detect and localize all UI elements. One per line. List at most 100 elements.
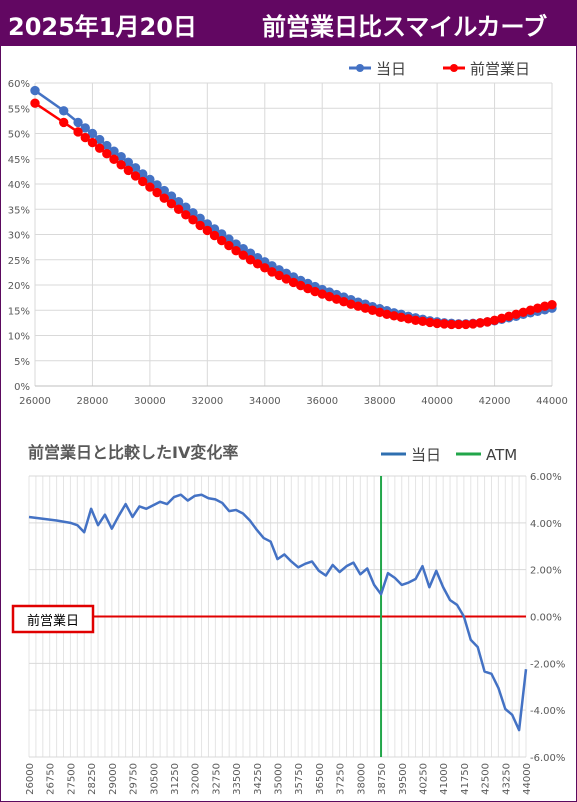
iv-x-tick-label: 26750 xyxy=(46,763,57,795)
legend-today-marker xyxy=(356,64,364,72)
legend-prev-label: 前営業日 xyxy=(470,60,530,78)
smile-y-tick-label: 0% xyxy=(14,382,30,393)
smile-point-prev xyxy=(202,225,213,236)
smile-point-prev xyxy=(123,165,134,176)
smile-x-tick-label: 36000 xyxy=(306,396,338,407)
smile-point-prev xyxy=(173,204,184,214)
baseline-label: 前営業日 xyxy=(27,613,79,629)
smile-x-tick-label: 28000 xyxy=(77,396,109,407)
iv-y-tick-label: 6.00% xyxy=(530,472,562,483)
smile-x-tick-label: 26000 xyxy=(19,396,51,407)
iv-x-tick-label: 36500 xyxy=(315,763,326,795)
iv-x-tick-label: 41750 xyxy=(460,763,471,795)
iv-y-tick-labels: -6.00% -4.00% -2.00% 0.00% 2.00% 4.00% 6.00% xyxy=(530,472,565,764)
iv-y-tick-label: -4.00% xyxy=(530,706,565,717)
smile-curve-chart: 0% 5% 10% 15% 20% 25% 30% 35% 40% 45% 50% 55% 60% 26… xyxy=(8,60,568,407)
smile-point-prev xyxy=(30,98,40,108)
legend-today-label: 当日 xyxy=(376,60,406,78)
smile-point-prev xyxy=(166,198,177,209)
legend-iv-today-label: 当日 xyxy=(411,446,441,464)
smile-x-tick-label: 32000 xyxy=(191,396,223,407)
smile-series xyxy=(30,85,557,330)
smile-point-prev xyxy=(245,255,256,265)
smile-y-tick-label: 25% xyxy=(8,256,30,267)
smile-y-tick-label: 10% xyxy=(8,332,30,343)
iv-x-tick-label: 44000 xyxy=(522,763,533,795)
smile-point-today xyxy=(59,106,69,116)
smile-line-prev xyxy=(34,102,553,326)
smile-y-tick-label: 35% xyxy=(8,205,30,216)
smile-y-tick-labels: 0% 5% 10% 15% 20% 25% 30% 35% 40% 45% 50% 55% 60% xyxy=(8,79,30,393)
iv-x-tick-label: 32750 xyxy=(211,763,222,795)
smile-y-tick-label: 60% xyxy=(8,79,30,90)
smile-point-prev xyxy=(59,117,69,128)
iv-x-tick-label: 34250 xyxy=(253,763,264,795)
smile-grid xyxy=(34,82,553,387)
smile-line-today xyxy=(34,89,553,326)
smile-point-prev xyxy=(138,176,148,187)
smile-point-prev xyxy=(216,235,227,246)
smile-legend[interactable]: 当日 前営業日 xyxy=(349,60,530,78)
iv-x-tick-label: 37250 xyxy=(336,763,347,795)
smile-point-today xyxy=(30,85,40,96)
iv-x-tick-label: 35750 xyxy=(294,763,305,795)
smile-point-prev xyxy=(73,127,83,137)
smile-x-tick-labels: 26000 28000 30000 32000 34000 36000 38000 40000… xyxy=(19,396,568,407)
smile-y-tick-label: 45% xyxy=(8,155,30,166)
smile-y-tick-label: 55% xyxy=(8,104,30,115)
smile-y-tick-label: 20% xyxy=(8,281,30,292)
smile-point-prev xyxy=(87,137,98,148)
iv-y-tick-label: 2.00% xyxy=(530,566,562,577)
smile-point-prev xyxy=(109,154,119,164)
smile-point-prev xyxy=(260,263,270,273)
iv-change-chart: 前営業日と比較したIV変化率 -6.00% -4.00% -2.00% 0.00% 2.… xyxy=(11,443,565,795)
smile-x-tick-label: 42000 xyxy=(479,396,511,407)
smile-point-prev xyxy=(80,132,90,143)
iv-x-tick-label: 33500 xyxy=(232,763,243,795)
smile-y-tick-label: 15% xyxy=(8,306,30,317)
iv-x-tick-label: 43250 xyxy=(501,763,512,795)
smile-point-prev xyxy=(94,143,105,153)
smile-point-prev xyxy=(152,187,162,198)
smile-point-prev xyxy=(231,245,241,256)
iv-x-tick-label: 40250 xyxy=(418,763,429,795)
iv-x-tick-label: 42500 xyxy=(481,763,492,795)
smile-point-prev xyxy=(130,171,141,181)
iv-x-tick-label: 28250 xyxy=(87,763,98,795)
legend-atm-label: ATM xyxy=(486,446,517,464)
smile-point-prev xyxy=(252,259,263,269)
smile-point-prev xyxy=(116,160,126,170)
baseline-label-box: 前営業日 xyxy=(11,604,95,634)
iv-x-tick-label: 27500 xyxy=(66,763,77,795)
smile-y-tick-label: 50% xyxy=(8,130,30,141)
iv-x-tick-label: 32000 xyxy=(191,763,202,795)
iv-y-tick-label: 4.00% xyxy=(530,519,562,530)
smile-point-prev xyxy=(181,210,191,220)
smile-point-prev xyxy=(238,250,248,260)
smile-x-tick-label: 30000 xyxy=(134,396,166,407)
iv-x-tick-label: 29750 xyxy=(129,763,140,795)
iv-x-tick-label: 41000 xyxy=(439,763,450,795)
smile-y-tick-label: 40% xyxy=(8,180,30,191)
iv-chart-title: 前営業日と比較したIV変化率 xyxy=(28,443,238,462)
iv-x-tick-label: 30500 xyxy=(149,763,160,795)
header-title: 前営業日比スマイルカーブ xyxy=(262,13,548,41)
iv-x-tick-label: 26000 xyxy=(25,763,36,795)
iv-x-tick-label: 35000 xyxy=(274,763,285,795)
smile-point-prev xyxy=(209,230,220,241)
smile-point-prev xyxy=(102,149,112,159)
iv-series xyxy=(28,476,528,757)
smile-y-tick-label: 5% xyxy=(14,357,30,368)
header-banner: 2025年1月20日 前営業日比スマイルカーブ xyxy=(0,0,577,46)
iv-legend[interactable]: 当日 ATM xyxy=(381,446,517,464)
smile-point-prev xyxy=(159,193,169,203)
smile-point-today xyxy=(80,123,90,133)
iv-line-today xyxy=(28,493,528,732)
smile-y-tick-label: 30% xyxy=(8,231,30,242)
smile-point-prev xyxy=(547,299,557,310)
smile-point-prev xyxy=(195,220,205,231)
iv-x-tick-label: 31250 xyxy=(170,763,181,795)
smile-point-today xyxy=(73,117,83,128)
iv-y-tick-label: 0.00% xyxy=(530,613,562,624)
smile-point-prev xyxy=(188,215,198,225)
